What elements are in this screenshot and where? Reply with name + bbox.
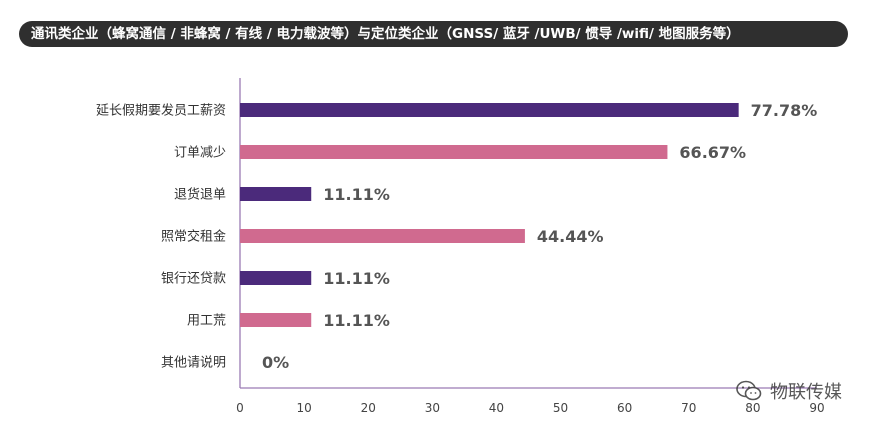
x-tick-label: 50 <box>553 401 568 415</box>
x-tick-label: 80 <box>745 401 760 415</box>
bar <box>240 229 525 243</box>
value-label: 11.11% <box>323 269 390 288</box>
x-tick-label: 40 <box>489 401 504 415</box>
value-label: 66.67% <box>679 143 746 162</box>
watermark: 物联传媒 <box>736 378 842 404</box>
category-label: 照常交租金 <box>161 229 226 245</box>
x-tick-label: 90 <box>809 401 824 415</box>
bar <box>240 313 312 327</box>
category-label: 订单减少 <box>174 146 226 161</box>
value-label: 0% <box>262 353 289 372</box>
x-tick-label: 20 <box>361 401 376 415</box>
bar <box>240 271 312 285</box>
watermark-text: 物联传媒 <box>770 382 842 403</box>
category-label: 其他请说明 <box>161 356 226 371</box>
category-label: 退货退单 <box>174 187 226 203</box>
x-tick-label: 60 <box>617 401 632 415</box>
wechat-icon <box>736 380 762 401</box>
category-label: 银行还贷款 <box>161 272 226 287</box>
x-tick-label: 0 <box>236 401 244 415</box>
x-tick-label: 70 <box>681 401 696 415</box>
category-label: 延长假期要发员工薪资 <box>96 103 226 119</box>
category-label: 用工荒 <box>187 314 226 329</box>
value-label: 44.44% <box>537 227 604 246</box>
x-tick-label: 30 <box>425 401 440 415</box>
bar <box>240 187 312 201</box>
value-label: 77.78% <box>751 101 818 120</box>
chart-title: 通讯类企业（蜂窝通信 / 非蜂窝 / 有线 / 电力载波等）与定位类企业（GNS… <box>19 21 848 47</box>
bar <box>240 103 739 117</box>
value-label: 11.11% <box>323 311 390 330</box>
value-label: 11.11% <box>323 185 390 204</box>
bar <box>240 145 668 159</box>
x-tick-label: 10 <box>296 401 311 415</box>
